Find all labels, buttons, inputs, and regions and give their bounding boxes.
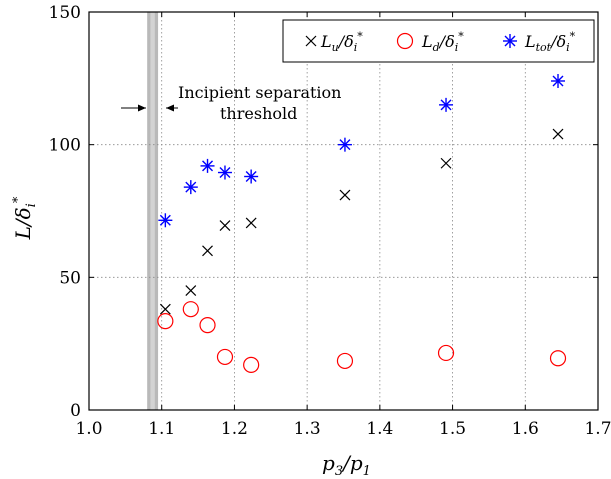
x-marker-point xyxy=(159,303,171,315)
x-tick-label: 1.7 xyxy=(584,419,611,439)
y-tick-label: 150 xyxy=(49,3,81,23)
asterisk-marker-point xyxy=(439,97,454,112)
circle-marker-point xyxy=(199,316,216,334)
x-tick-label: 1.5 xyxy=(439,419,466,439)
circle-marker-point xyxy=(549,350,567,367)
left-arrow-icon xyxy=(121,104,146,112)
x-tick-label: 1.0 xyxy=(75,419,102,439)
threshold-band-center xyxy=(150,12,155,410)
y-axis-label: L/δi* xyxy=(11,196,39,240)
right-arrow-icon xyxy=(166,104,178,112)
circle-marker-point xyxy=(243,356,260,373)
annotation-line-2: threshold xyxy=(220,104,297,123)
x-marker-point xyxy=(552,128,564,140)
x-axis-label: p3/p1 xyxy=(322,451,371,479)
legend-label-ltot: Ltot/δi* xyxy=(524,30,576,54)
x-tick-label: 1.2 xyxy=(221,419,248,439)
circle-marker-point xyxy=(437,344,455,362)
asterisk-marker-point xyxy=(244,169,259,184)
legend-box xyxy=(282,19,595,63)
asterisk-marker-point xyxy=(158,213,173,228)
x-tick-label: 1.6 xyxy=(512,419,539,439)
data-marks xyxy=(157,73,567,373)
legend-circle-marker-icon xyxy=(396,32,414,50)
x-marker-point xyxy=(339,189,351,201)
asterisk-marker-point xyxy=(217,165,232,180)
asterisk-marker-point xyxy=(183,180,198,195)
asterisk-marker-point xyxy=(337,137,352,152)
threshold-annotation: Incipient separation threshold xyxy=(121,83,341,123)
grid xyxy=(89,12,598,410)
annotation-line-1: Incipient separation xyxy=(178,83,341,102)
x-marker-point xyxy=(219,220,231,232)
threshold-band xyxy=(147,12,159,410)
plot-frame xyxy=(88,11,599,411)
x-tick-label: 1.3 xyxy=(294,419,321,439)
axis-ticks: 1.0 1.1 1.2 1.3 1.4 1.5 1.6 1.7 0 50 100 150 xyxy=(49,3,611,439)
legend-label-lu: Lu/δi* xyxy=(320,30,363,54)
y-tick-label: 50 xyxy=(59,268,81,288)
x-marker-point xyxy=(185,285,197,297)
x-marker-point xyxy=(245,217,257,229)
x-marker-point xyxy=(202,245,213,257)
asterisk-marker-point xyxy=(551,73,566,88)
legend-label-ld: Ld/δi* xyxy=(421,30,464,54)
y-tick-label: 0 xyxy=(70,401,81,421)
y-tick-label: 100 xyxy=(49,136,81,156)
circle-marker-point xyxy=(157,313,174,330)
x-tick-label: 1.4 xyxy=(366,419,393,439)
asterisk-marker-point xyxy=(200,158,215,173)
legend-asterisk-marker-icon xyxy=(503,34,517,48)
legend: Lu/δi* Ld/δi* Ltot/δi* xyxy=(282,19,595,63)
circle-marker-point xyxy=(336,352,354,370)
x-tick-label: 1.1 xyxy=(148,419,175,439)
legend-x-marker-icon xyxy=(305,35,317,47)
x-marker-point xyxy=(440,157,452,169)
circle-marker-point xyxy=(216,348,234,366)
circle-marker-point xyxy=(182,301,199,318)
